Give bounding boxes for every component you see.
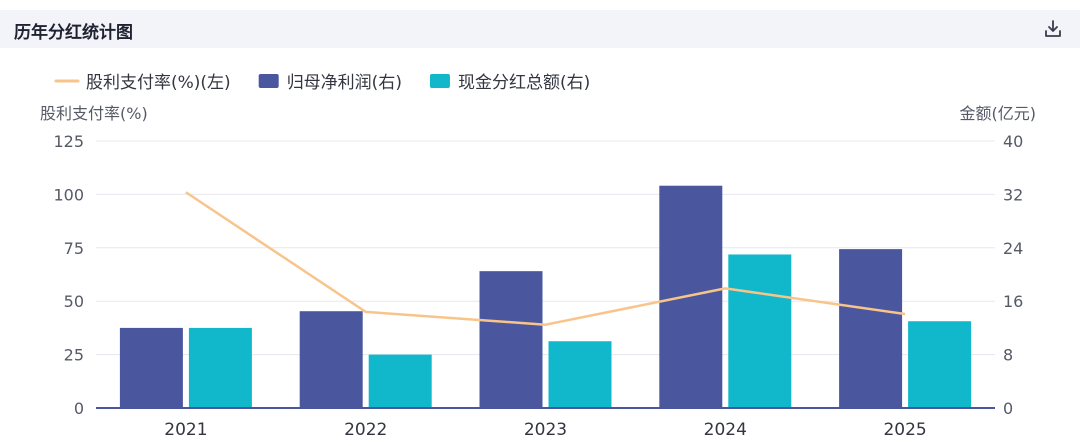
- y-right-tick-label: 8: [1003, 346, 1013, 365]
- chart-title: 历年分红统计图: [14, 23, 133, 43]
- bar: [728, 254, 792, 408]
- bar: [839, 249, 903, 408]
- bar: [368, 354, 432, 408]
- bar: [119, 327, 183, 408]
- dividend-chart: 股利支付率(%)(左) 归母净利润(右) 现金分红总额(右) 股利支付率(%) 金额(亿…: [40, 73, 1037, 440]
- y-left-tick-label: 100: [53, 185, 84, 204]
- bar: [659, 185, 723, 408]
- bar: [479, 271, 543, 408]
- legend-label: 现金分红总额(右): [458, 73, 590, 93]
- payout-ratio-line: [185, 191, 906, 326]
- x-tick-label: 2025: [883, 420, 926, 440]
- legend-label: 归母净利润(右): [287, 73, 402, 93]
- legend-label: 股利支付率(%)(左): [86, 73, 231, 93]
- bar: [548, 341, 612, 408]
- y-left-tick-label: 50: [64, 292, 84, 311]
- y-right-tick-label: 40: [1003, 132, 1023, 151]
- chart-header: 历年分红统计图: [0, 10, 1080, 48]
- x-tick-label: 2022: [344, 420, 387, 440]
- x-tick-label: 2023: [524, 420, 567, 440]
- y-left-tick-label: 125: [53, 132, 84, 151]
- y-left-axis-title: 股利支付率(%): [40, 104, 148, 123]
- y-right-axis-title: 金额(亿元): [960, 104, 1037, 123]
- bar: [908, 321, 972, 408]
- legend-swatch-1: [258, 74, 279, 88]
- x-tick-label: 2024: [704, 420, 747, 440]
- bar: [188, 327, 252, 408]
- bar: [299, 311, 363, 408]
- y-left-tick-label: 0: [74, 399, 84, 418]
- y-left-tick-label: 25: [64, 346, 84, 365]
- y-right-tick-label: 0: [1003, 399, 1013, 418]
- download-icon[interactable]: [1042, 18, 1064, 40]
- y-left-tick-label: 75: [64, 239, 84, 258]
- legend-swatch-2: [429, 74, 450, 88]
- x-tick-label: 2021: [164, 420, 207, 440]
- y-right-tick-label: 24: [1003, 239, 1023, 258]
- y-right-tick-label: 32: [1003, 185, 1023, 204]
- y-right-tick-label: 16: [1003, 292, 1023, 311]
